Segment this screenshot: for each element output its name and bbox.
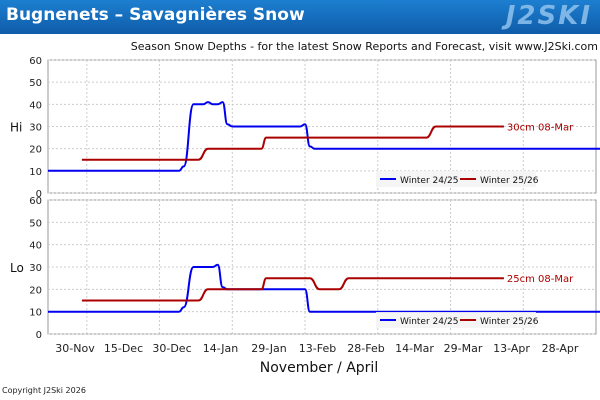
page-title: Bugnenets – Savagnières Snow [6, 5, 305, 25]
x-tick-label: 28-Feb [347, 342, 384, 355]
legend: Winter 24/25 Winter 25/26 [376, 171, 539, 187]
legend-entry: Winter 24/25 [400, 317, 458, 327]
panel-label: Lo [10, 261, 24, 275]
x-tick-label: 14-Jan [203, 342, 239, 355]
header-bar: Bugnenets – Savagnières Snow J2SKI [0, 0, 600, 34]
x-tick-label: 28-Apr [542, 342, 579, 355]
series-line-winter-25-26 [81, 277, 504, 302]
series-line-winter-24-25 [47, 263, 600, 313]
x-tick-label: 30-Dec [152, 342, 191, 355]
panel-label: Hi [10, 121, 22, 135]
y-tick-label: 60 [29, 196, 42, 207]
legend: Winter 24/25 Winter 25/26 [376, 312, 539, 328]
y-tick-label: 40 [29, 241, 42, 252]
legend-entry: Winter 25/26 [480, 317, 539, 327]
chart-subtitle: Season Snow Depths - for the latest Snow… [130, 40, 598, 53]
annotation-label: 25cm 08-Mar [507, 274, 574, 285]
legend-entry: Winter 24/25 [400, 176, 458, 186]
x-tick-label: 14-Mar [395, 342, 434, 355]
x-tick-label: 30-Nov [55, 342, 95, 355]
j2ski-logo[interactable]: J2SKI [505, 1, 592, 31]
y-tick-label: 0 [36, 330, 42, 341]
x-axis-title: November / April [260, 360, 378, 376]
legend-box [376, 312, 536, 328]
y-tick-label: 10 [29, 167, 42, 178]
x-tick-label: 29-Mar [444, 342, 483, 355]
series-line-winter-24-25 [48, 101, 600, 172]
legend-box [376, 171, 536, 187]
y-tick-label: 30 [29, 123, 42, 134]
y-tick-label: 20 [29, 285, 42, 296]
y-tick-label: 0 [36, 189, 42, 200]
y-tick-label: 50 [29, 218, 42, 229]
x-tick-label: 29-Jan [251, 342, 287, 355]
y-tick-label: 20 [29, 145, 42, 156]
y-tick-label: 40 [29, 100, 42, 111]
legend-entry: Winter 25/26 [480, 176, 539, 186]
y-tick-label: 10 [29, 308, 42, 319]
x-tick-label: 15-Dec [104, 342, 143, 355]
x-tick-label: 13-Feb [299, 342, 336, 355]
annotation-label: 30cm 08-Mar [507, 123, 574, 134]
y-tick-label: 50 [29, 78, 42, 89]
copyright: Copyright J2Ski 2026 [2, 386, 86, 395]
series-line-winter-25-26 [81, 125, 504, 161]
x-tick-label: 13-Apr [493, 342, 530, 355]
y-tick-label: 60 [29, 56, 42, 67]
y-tick-label: 30 [29, 263, 42, 274]
